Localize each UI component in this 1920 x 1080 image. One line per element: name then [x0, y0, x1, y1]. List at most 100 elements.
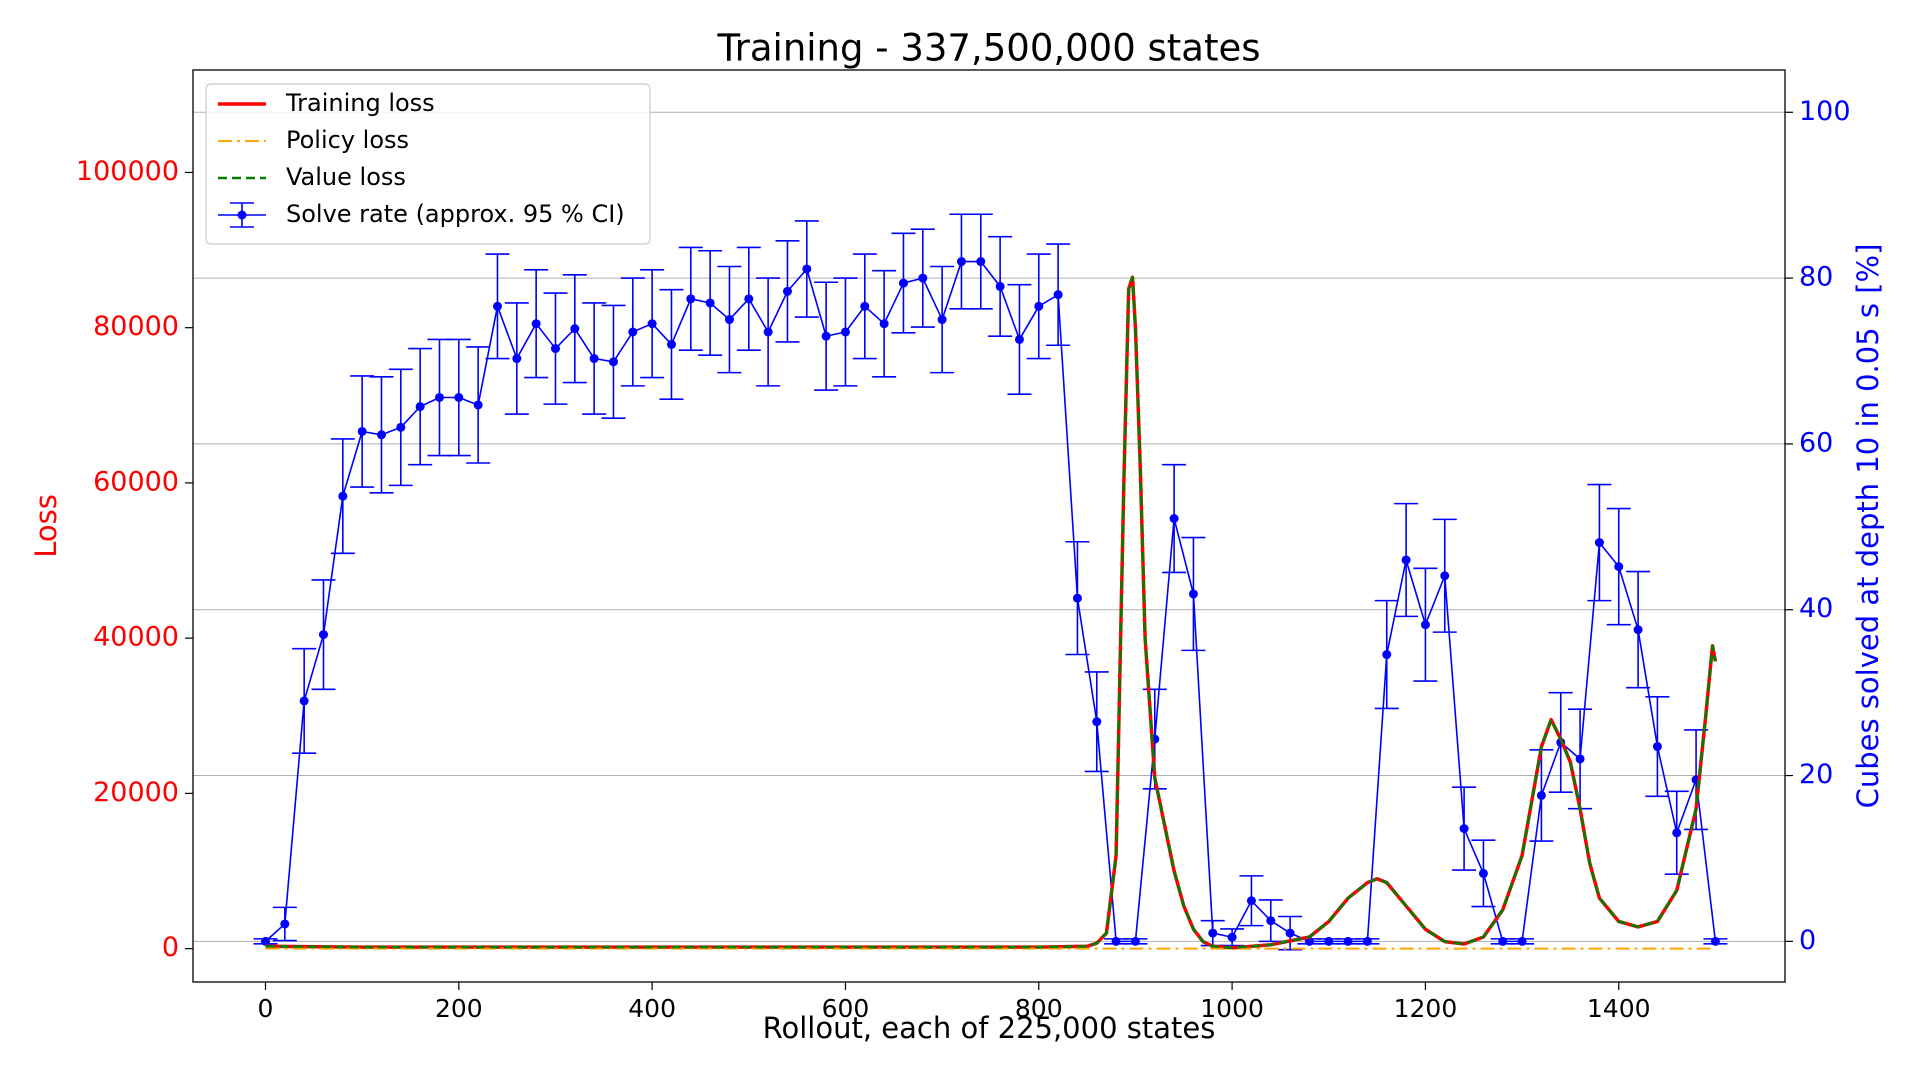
- data-point: [879, 319, 889, 329]
- data-point: [1053, 290, 1063, 300]
- data-point: [1130, 936, 1140, 946]
- data-point: [1034, 301, 1044, 311]
- data-point: [1227, 932, 1237, 942]
- data-point: [1092, 717, 1102, 727]
- data-point: [396, 422, 406, 432]
- data-point: [1285, 928, 1295, 938]
- data-point: [1536, 790, 1546, 800]
- data-point: [1420, 620, 1430, 630]
- data-point: [821, 331, 831, 341]
- data-point: [473, 400, 483, 410]
- data-point: [1594, 538, 1604, 548]
- data-point: [1614, 562, 1624, 572]
- data-point: [376, 430, 386, 440]
- data-point: [744, 294, 754, 304]
- data-point: [860, 301, 870, 311]
- data-point: [1111, 936, 1121, 946]
- data-point: [1652, 742, 1662, 752]
- y-tick-label: 80000: [93, 311, 179, 342]
- y-tick-label: 0: [162, 932, 179, 963]
- data-point: [782, 286, 792, 296]
- data-point: [1246, 896, 1256, 906]
- data-point: [1672, 828, 1682, 838]
- data-point: [318, 630, 328, 640]
- y2-tick-label: 40: [1799, 593, 1833, 624]
- y-tick-label: 60000: [93, 466, 179, 497]
- legend-label: Training loss: [285, 89, 435, 117]
- data-point: [589, 354, 599, 364]
- y2-tick-label: 100: [1799, 96, 1851, 127]
- data-point: [608, 357, 618, 367]
- y2-tick-label: 20: [1799, 759, 1833, 790]
- data-point: [1440, 571, 1450, 581]
- y-axis-label: Loss: [29, 494, 63, 558]
- y2-tick-label: 80: [1799, 262, 1833, 293]
- data-point: [628, 327, 638, 337]
- data-point: [724, 315, 734, 325]
- data-point: [705, 298, 715, 308]
- data-point: [666, 339, 676, 349]
- y-tick-label: 40000: [93, 622, 179, 653]
- data-point: [937, 315, 947, 325]
- x-tick-label: 1200: [1394, 994, 1458, 1023]
- data-point: [840, 327, 850, 337]
- data-point: [1710, 936, 1720, 946]
- x-tick-label: 1000: [1200, 994, 1264, 1023]
- data-point: [512, 354, 522, 364]
- plot-frame: [192, 69, 1786, 983]
- data-point: [1169, 514, 1179, 524]
- data-point: [1575, 754, 1585, 764]
- data-point: [492, 301, 502, 311]
- legend-label: Policy loss: [286, 126, 409, 154]
- data-point: [1343, 936, 1353, 946]
- x-axis-label: Rollout, each of 225,000 states: [763, 1011, 1216, 1045]
- data-point: [415, 402, 425, 412]
- x-tick-label: 400: [628, 994, 676, 1023]
- data-point: [338, 491, 348, 501]
- data-point: [763, 327, 773, 337]
- data-point: [956, 257, 966, 267]
- data-point: [1459, 824, 1469, 834]
- data-point: [1208, 928, 1218, 938]
- data-point: [647, 319, 657, 329]
- data-point: [1072, 593, 1082, 603]
- data-point: [357, 426, 367, 436]
- data-point: [1324, 936, 1334, 946]
- x-tick-label: 800: [1015, 994, 1063, 1023]
- data-point: [570, 324, 580, 334]
- y2-axis-label: Cubes solved at depth 10 in 0.05 s [%]: [1851, 244, 1885, 809]
- chart-title: Training - 337,500,000 states: [716, 27, 1260, 70]
- data-point: [1188, 589, 1198, 599]
- data-point: [260, 936, 270, 946]
- x-tick-label: 600: [822, 994, 870, 1023]
- y2-tick-label: 0: [1799, 925, 1816, 956]
- data-point: [434, 392, 444, 402]
- data-point: [1014, 334, 1024, 344]
- x-tick-label: 200: [435, 994, 483, 1023]
- x-tick-label: 1400: [1587, 994, 1651, 1023]
- data-point: [454, 392, 464, 402]
- data-point: [1633, 625, 1643, 635]
- data-point: [976, 257, 986, 267]
- y-tick-label: 100000: [76, 156, 179, 187]
- plot-area: [253, 213, 1728, 951]
- data-point: [802, 264, 812, 274]
- data-point: [898, 278, 908, 288]
- series-line: [265, 275, 1717, 950]
- data-point: [1362, 936, 1372, 946]
- legend-swatch: [237, 210, 247, 220]
- data-point: [686, 294, 696, 304]
- series-line: [264, 260, 1717, 943]
- data-point: [280, 919, 290, 929]
- legend-box: [205, 83, 651, 245]
- data-point: [1382, 650, 1392, 660]
- data-point: [1517, 936, 1527, 946]
- legend-label: Value loss: [286, 163, 406, 191]
- y2-tick-label: 60: [1799, 427, 1833, 458]
- data-point: [1498, 936, 1508, 946]
- data-point: [299, 696, 309, 706]
- legend-label: Solve rate (approx. 95 % CI): [286, 200, 625, 228]
- data-point: [1478, 868, 1488, 878]
- data-point: [1266, 916, 1276, 926]
